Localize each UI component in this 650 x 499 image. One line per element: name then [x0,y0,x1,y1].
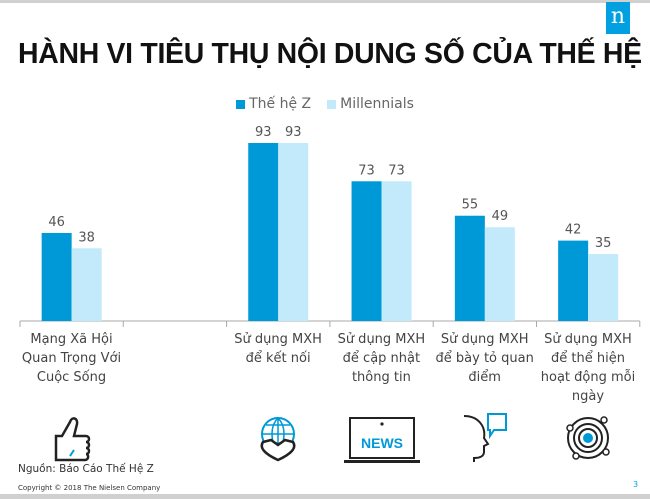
copyright: Copyright © 2018 The Nielsen Company [18,484,161,492]
source-note: Nguồn: Báo Cáo Thế Hệ Z [18,463,154,475]
category-label: Sử dụng MXH để thể hiện hoạt động mỗi ng… [540,332,636,404]
legend-item-gen-z: Thế hệ Z [236,96,311,112]
bar [351,181,382,321]
bar [558,240,589,321]
news-laptop-icon: NEWS [343,412,420,468]
data-label: 93 [285,125,302,140]
svg-text:NEWS: NEWS [361,435,403,451]
bottom-border [0,494,650,499]
data-label: 42 [565,223,582,238]
data-label: 35 [595,236,612,251]
data-label: 46 [48,215,65,230]
bar [71,248,102,321]
data-label: 55 [462,198,479,213]
legend-swatch [236,99,246,109]
globe-handshake-icon [253,412,303,466]
legend-swatch [327,99,337,109]
top-border [0,0,650,3]
data-label: 49 [492,209,509,224]
data-label: 73 [358,163,375,178]
head-speech-bubble-icon [460,412,510,466]
bar [41,232,72,321]
bar [588,254,619,321]
legend-item-millennials: Millennials [327,96,414,112]
bar [381,181,412,321]
nielsen-logo: n [606,2,630,34]
bar [454,215,485,321]
category-label: Sử dụng MXH để cập nhật thông tin [337,332,426,385]
bar [278,143,309,321]
category-label: Mạng Xã Hội Quan Trọng Với Cuộc Sống [21,332,122,385]
data-label: 38 [78,230,95,245]
thumbs-up-icon [44,412,100,472]
page-number: 3 [633,480,639,489]
bar [484,227,515,321]
slide-title: HÀNH VI TIÊU THỤ NỘI DUNG SỐ CỦA THẾ HỆ … [18,38,650,70]
category-label: Sử dụng MXH để kết nối [234,332,322,366]
orbit-icon [562,412,614,468]
category-label: Sử dụng MXH để bày tỏ quan điểm [435,332,534,385]
data-label: 93 [255,125,272,140]
legend: Thế hệ Z Millennials [0,96,650,112]
data-label: 73 [388,163,405,178]
bar [248,143,279,321]
